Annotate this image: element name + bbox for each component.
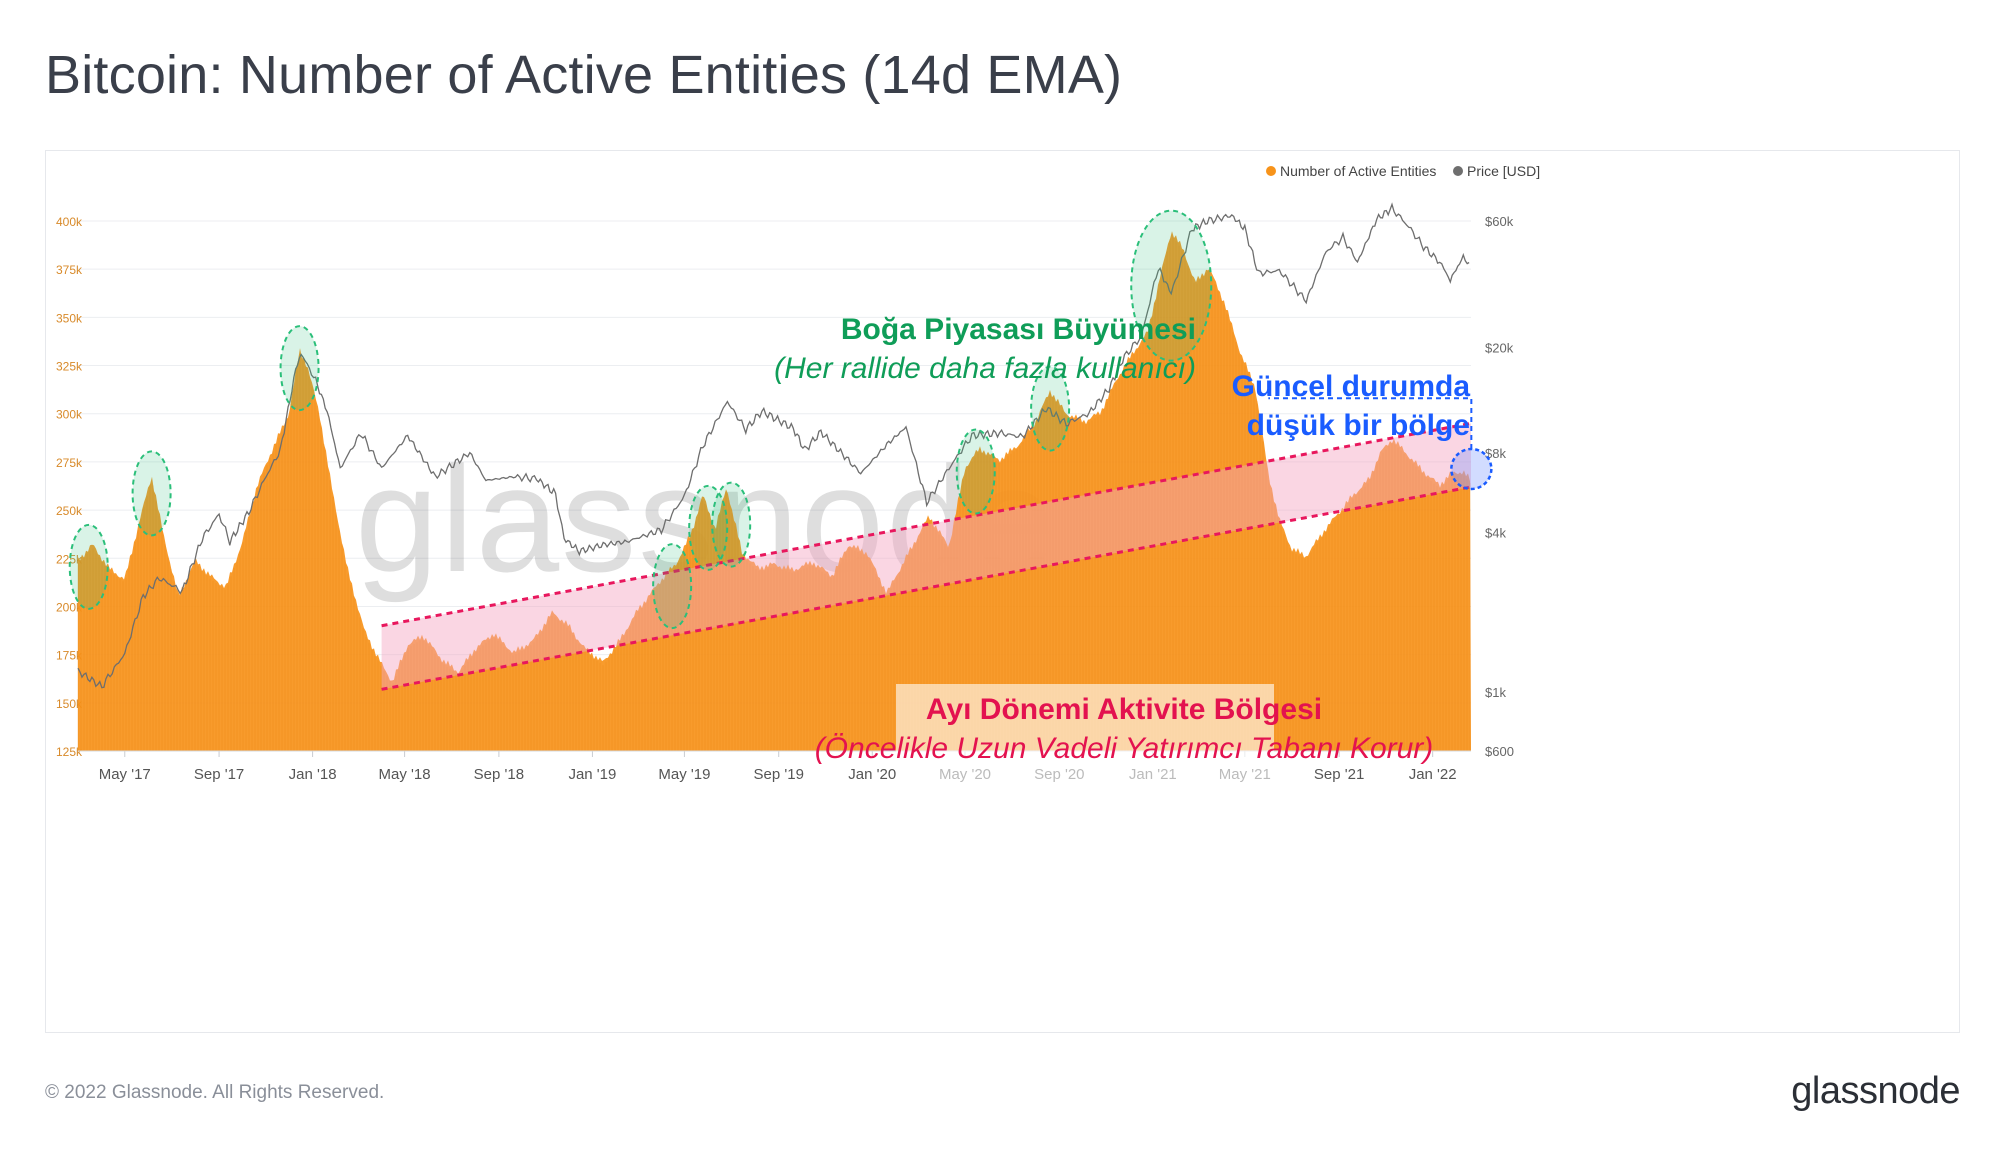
y-left-tick-label: 125k xyxy=(56,745,83,759)
x-tick-label: Sep '19 xyxy=(754,766,804,783)
legend: Number of Active Entities Price [USD] xyxy=(1266,163,1540,179)
x-tick-label: Sep '18 xyxy=(474,766,524,783)
current-zone-circle xyxy=(1450,447,1493,491)
legend-price-label: Price [USD] xyxy=(1467,163,1540,179)
x-tick-label: Sep '21 xyxy=(1314,766,1364,783)
chart-panel: 125k 150k 175k 200k 225k 250k 275k 300k 325k 350k… xyxy=(45,150,1960,1033)
annotation-bull: Boğa Piyasası Büyümesi (Her rallide daha … xyxy=(774,313,1196,385)
y-left-tick-label: 300k xyxy=(56,408,83,422)
x-tick-label: Jan '18 xyxy=(289,766,337,783)
annotation-current-title: Güncel durumda xyxy=(1232,370,1471,403)
x-tick-label: May '19 xyxy=(658,766,710,783)
entities-bars xyxy=(77,236,1471,751)
legend-price-dot xyxy=(1453,166,1463,176)
annotation-bull-subtitle: (Her rallide daha fazla kullanıcı) xyxy=(774,352,1196,385)
chart-svg[interactable]: 125k 150k 175k 200k 225k 250k 275k 300k 325k 350k… xyxy=(46,151,1959,1032)
x-tick-label: Jan '20 xyxy=(848,766,896,783)
legend-entities-label: Number of Active Entities xyxy=(1280,163,1436,179)
bull-peak-circle xyxy=(652,543,693,630)
page-title: Bitcoin: Number of Active Entities (14d … xyxy=(45,45,1123,105)
bull-peak-circle xyxy=(955,428,996,515)
annotation-bear-subtitle: (Öncelikle Uzun Vadeli Yatırımcı Tabanı … xyxy=(815,732,1434,765)
bull-peak-circle xyxy=(131,450,172,537)
bull-peak-circle xyxy=(1130,209,1213,362)
bear-zone-band xyxy=(381,423,1471,690)
y-left-tick-label: 350k xyxy=(56,311,83,325)
annotation-current-subtitle: düşük bir bölge xyxy=(1247,409,1470,442)
y-right-tick-label: $4k xyxy=(1485,526,1506,541)
annotation-bull-title: Boğa Piyasası Büyümesi xyxy=(841,313,1196,346)
entities-bar-texture xyxy=(77,236,1471,751)
y-left-tick-label: 150k xyxy=(56,697,83,711)
annotation-bear: Ayı Dönemi Aktivite Bölgesi (Öncelikle Uz… xyxy=(815,684,1434,789)
x-tick-label: Sep '17 xyxy=(194,766,244,783)
y-left-tick-label: 275k xyxy=(56,456,83,470)
y-left-tick-label: 200k xyxy=(56,600,83,614)
y-right-tick-label: $8k xyxy=(1485,446,1506,461)
x-tick-label: May '18 xyxy=(379,766,431,783)
brand-logo[interactable]: glassnode xyxy=(1791,1070,1960,1112)
y-right-tick-label: $600 xyxy=(1485,744,1514,759)
bear-zone-lower-line xyxy=(381,485,1472,691)
copyright-text: © 2022 Glassnode. All Rights Reserved. xyxy=(45,1082,385,1103)
bull-peak-circle xyxy=(711,481,752,568)
bull-peak-markers xyxy=(68,209,1213,630)
y-left-tick-label: 175k xyxy=(56,649,83,663)
y-left-tick-label: 325k xyxy=(56,360,83,374)
y-left-tick-label: 375k xyxy=(56,263,83,277)
annotation-current: Güncel durumda düşük bir bölge xyxy=(1232,370,1471,442)
x-tick-label: Jan '22 xyxy=(1409,766,1457,783)
bull-peak-circle xyxy=(68,523,109,610)
price-line xyxy=(77,202,1470,689)
y-left-tick-label: 250k xyxy=(56,504,83,518)
y-right-tick-label: $1k xyxy=(1485,685,1506,700)
bull-peak-circle xyxy=(1030,365,1071,452)
bull-peak-circle xyxy=(279,325,320,412)
bear-zone-upper-line xyxy=(381,421,1472,628)
y-right-tick-label: $60k xyxy=(1485,214,1514,229)
y-right-tick-label: $20k xyxy=(1485,340,1514,355)
legend-entities-dot xyxy=(1266,166,1276,176)
x-tick-label: May '17 xyxy=(99,766,151,783)
y-left-tick-label: 225k xyxy=(56,552,83,566)
x-tick-label: Jan '19 xyxy=(568,766,616,783)
annotation-bear-title: Ayı Dönemi Aktivite Bölgesi xyxy=(926,693,1322,726)
bull-peak-circle xyxy=(688,484,729,571)
entities-area xyxy=(78,231,1471,751)
annotation-bear-box xyxy=(896,684,1274,789)
y-left-tick-label: 400k xyxy=(56,215,83,229)
